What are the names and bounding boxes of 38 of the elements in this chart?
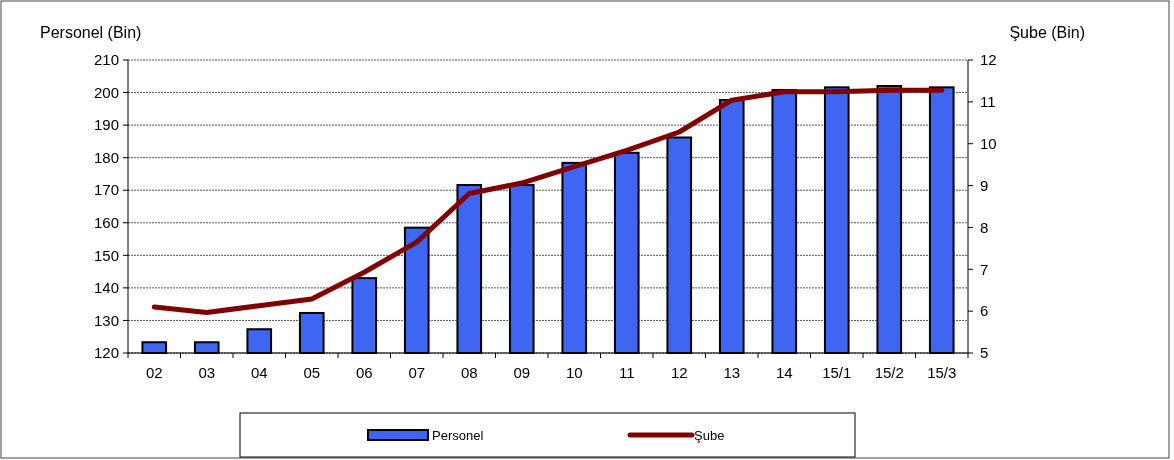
x-tick-label: 15/1 [822,364,852,381]
x-tick-label: 06 [355,364,373,381]
x-tick-label: 08 [460,364,478,381]
y2-tick-label: 5 [980,344,989,362]
y2-tick-label: 7 [980,260,989,278]
y-tick-label: 190 [93,116,119,134]
y-tick-label: 150 [93,246,119,264]
y-tick-label: 140 [93,279,119,297]
y-tick-label: 200 [93,83,119,101]
x-tick-label: 02 [145,364,163,381]
x-tick-label: 12 [670,364,688,381]
y-tick-label: 180 [93,148,119,166]
legend-label: Şube [694,427,725,443]
x-tick-label: 10 [565,364,583,381]
y2-axis-title: Şube (Bin) [1009,24,1085,41]
y2-tick-label: 6 [980,302,989,320]
x-tick-label: 05 [303,364,321,381]
x-tick-label: 07 [408,364,426,381]
y-axis-title: Personel (Bin) [40,24,142,41]
y-tick-label: 160 [93,214,119,232]
y-tick-label: 120 [93,344,119,362]
x-tick-label: 14 [775,364,793,381]
x-tick-label: 13 [723,364,741,381]
x-tick-label: 15/3 [927,364,957,381]
x-tick-label: 03 [198,364,216,381]
y2-tick-label: 10 [980,134,997,152]
legend-label: Personel [432,427,484,443]
x-tick-label: 15/2 [874,364,904,381]
y2-tick-label: 8 [980,218,989,236]
x-tick-label: 09 [513,364,531,381]
y2-tick-label: 12 [980,51,997,69]
x-tick-label: 11 [618,364,635,381]
y-tick-label: 130 [93,311,119,329]
x-tick-label: 04 [250,364,268,381]
y-tick-label: 210 [93,51,119,69]
y2-tick-label: 11 [980,93,996,111]
y-tick-label: 170 [93,181,119,199]
y2-tick-label: 9 [980,176,989,194]
